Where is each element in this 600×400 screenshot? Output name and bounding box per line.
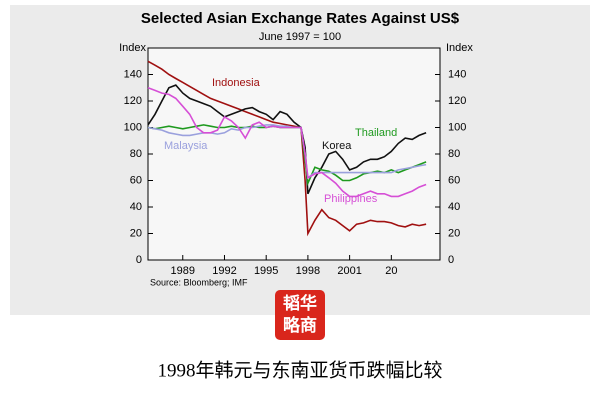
x-tick-label: 20 bbox=[385, 265, 397, 277]
x-tick-label: 1995 bbox=[254, 265, 278, 277]
chart-title: Selected Asian Exchange Rates Against US… bbox=[141, 10, 460, 27]
series-label: Korea bbox=[322, 140, 352, 152]
y2-tick-label: 140 bbox=[448, 68, 466, 80]
series-line bbox=[147, 60, 427, 237]
series-label: Indonesia bbox=[212, 77, 261, 89]
logo-text: 韬华 bbox=[283, 293, 317, 314]
source: Source: Bloomberg; IMF bbox=[150, 277, 248, 287]
y2-axis-label: Index bbox=[446, 42, 473, 54]
y-tick-label: 80 bbox=[130, 148, 142, 160]
series-line bbox=[147, 87, 427, 198]
x-tick-label: 1992 bbox=[212, 265, 236, 277]
logo-text: 略商 bbox=[283, 315, 317, 336]
y-tick-label: 100 bbox=[124, 121, 142, 133]
y2-tick-label: 100 bbox=[448, 121, 466, 133]
y-tick-label: 120 bbox=[124, 95, 142, 107]
chart-subtitle: June 1997 = 100 bbox=[259, 31, 341, 43]
y2-tick-label: 20 bbox=[448, 227, 460, 239]
series-label: Thailand bbox=[355, 127, 397, 139]
x-tick-label: 1998 bbox=[296, 265, 320, 277]
series-line bbox=[147, 84, 427, 195]
y2-tick-label: 80 bbox=[448, 148, 460, 160]
y2-tick-label: 40 bbox=[448, 201, 460, 213]
y-tick-label: 40 bbox=[130, 201, 142, 213]
y-tick-label: 0 bbox=[136, 254, 142, 266]
y-tick-label: 60 bbox=[130, 174, 142, 186]
series-label: Philippines bbox=[324, 193, 378, 205]
caption: 1998年韩元与东南亚货币跌幅比较 bbox=[157, 359, 442, 381]
y2-tick-label: 0 bbox=[448, 254, 454, 266]
y-tick-label: 20 bbox=[130, 227, 142, 239]
x-tick-label: 2001 bbox=[337, 265, 361, 277]
x-tick-label: 1989 bbox=[171, 265, 195, 277]
y-axis-label: Index bbox=[119, 42, 146, 54]
y2-tick-label: 120 bbox=[448, 95, 466, 107]
y-tick-label: 140 bbox=[124, 68, 142, 80]
y2-tick-label: 60 bbox=[448, 174, 460, 186]
plot-area bbox=[147, 47, 441, 261]
logo-box bbox=[275, 290, 325, 340]
series-label: Malaysia bbox=[164, 140, 208, 152]
